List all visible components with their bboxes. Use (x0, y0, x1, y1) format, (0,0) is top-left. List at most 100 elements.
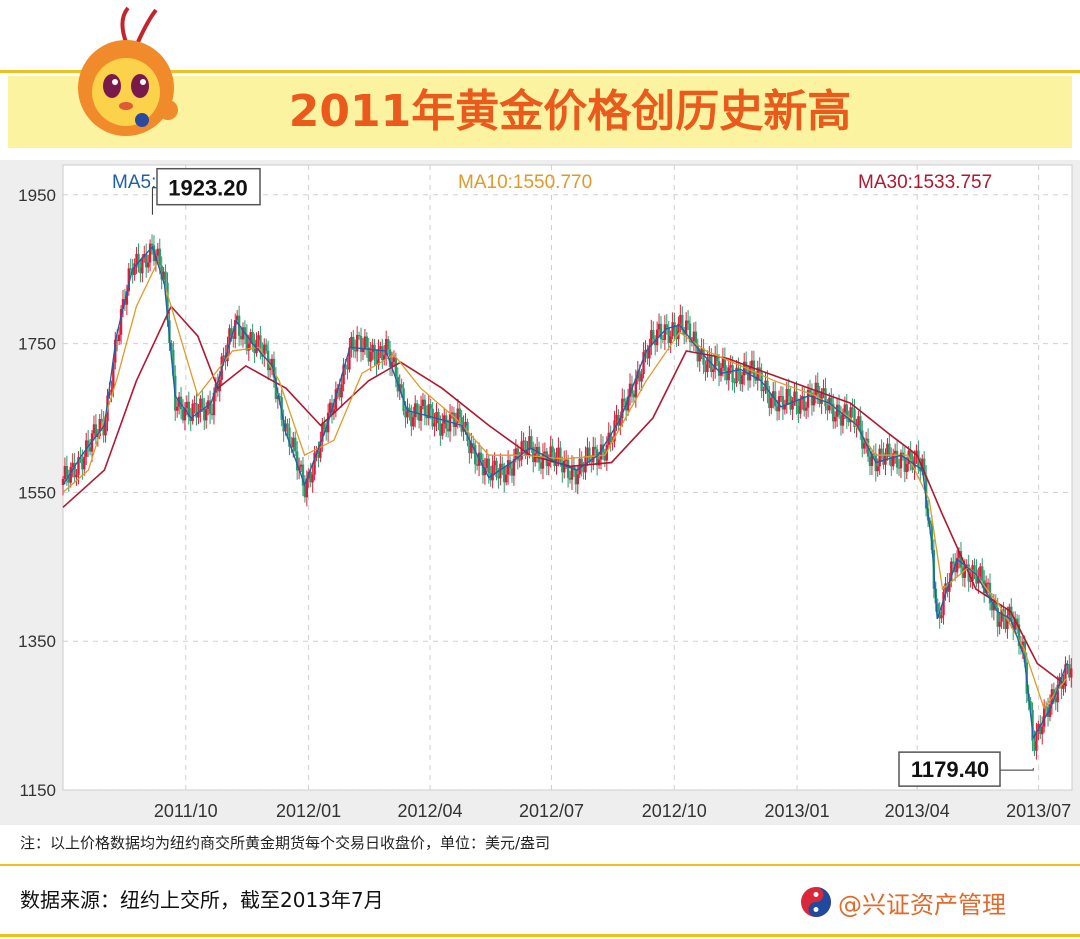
candle-body (491, 465, 494, 481)
candle-body (294, 437, 297, 452)
candle-body (950, 561, 953, 583)
candle-body (893, 450, 897, 454)
candle-body (735, 367, 738, 384)
candle-body (369, 352, 372, 362)
y-tick-label: 1550 (18, 483, 56, 502)
candle-body (278, 396, 281, 398)
candle-body (425, 415, 429, 419)
candle-body (748, 366, 752, 381)
candle-body (305, 478, 309, 498)
candle-body (131, 268, 134, 275)
candle-body (1021, 641, 1025, 649)
candle-body (530, 436, 533, 447)
candle-body (164, 271, 167, 283)
gold-price-chart: 1150 1350 1550 1750 1950 2011/10 2012/01 2012/0… (18, 164, 1073, 821)
candle-body (367, 347, 370, 362)
candle-body (69, 466, 72, 483)
candle-body (383, 355, 386, 361)
candle-body (274, 377, 278, 399)
candle-body (981, 566, 984, 581)
candle-body (265, 344, 268, 351)
candle-body (727, 367, 730, 381)
candle-body (599, 444, 603, 460)
candle-body (472, 443, 475, 446)
bottom-rule (0, 934, 1080, 937)
candle-body (334, 389, 338, 410)
candle-body (632, 393, 636, 398)
candle-body (1000, 609, 1003, 622)
candle-body (75, 474, 78, 478)
candle-body (323, 423, 326, 430)
candle-body (743, 361, 746, 376)
candle-body (781, 396, 785, 410)
candle-body (806, 389, 810, 408)
candle-body (623, 398, 626, 402)
candle-body (172, 349, 175, 376)
candle-body (201, 398, 204, 408)
x-tick-label: 2012/04 (397, 801, 462, 821)
candle-body (741, 375, 744, 385)
candle-body (501, 463, 504, 468)
candle-body (487, 458, 490, 474)
candle-body (404, 411, 407, 418)
swirl-logo-icon (801, 887, 831, 917)
candle-body (499, 463, 502, 479)
candle-body (779, 396, 783, 398)
candle-body (65, 465, 69, 478)
candle-body (1004, 618, 1007, 629)
candle-body (115, 339, 119, 342)
candle-body (847, 418, 850, 423)
candle-body (1017, 624, 1021, 647)
candle-body (642, 351, 645, 375)
candle-body (317, 451, 320, 458)
candle-body (684, 320, 688, 335)
candle-body (810, 392, 814, 406)
candle-body (952, 561, 955, 564)
candle-body (313, 452, 316, 475)
x-tick-label: 2013/04 (885, 801, 950, 821)
y-tick-label: 1750 (18, 335, 56, 354)
candle-body (441, 423, 444, 436)
candle-body (377, 348, 380, 365)
candle-body (73, 462, 76, 478)
candle-body (1037, 723, 1040, 732)
candle-body (659, 323, 663, 339)
candle-body (804, 407, 808, 411)
annotation-leader (1000, 768, 1034, 771)
candle-body (284, 423, 287, 432)
candle-body (520, 441, 523, 460)
candle-body (822, 388, 825, 392)
candle-body (667, 327, 670, 344)
candle-body (388, 349, 392, 367)
candle-body (110, 389, 113, 393)
candle-body (851, 407, 854, 410)
candle-body (230, 328, 233, 337)
candle-body (346, 367, 349, 370)
candle-body (853, 409, 856, 428)
candle-body (948, 582, 951, 592)
candle-body (785, 388, 788, 405)
candle-body (479, 452, 483, 460)
candle-body (114, 339, 117, 363)
candle-body (301, 464, 305, 486)
candle-body (663, 324, 667, 340)
candle-body (715, 354, 719, 362)
candle-body (868, 456, 872, 466)
candle-body (797, 405, 800, 414)
candle-body (913, 456, 916, 470)
candle-body (112, 362, 115, 390)
candle-body (506, 460, 510, 475)
candle-body (88, 447, 92, 452)
candle-body (63, 465, 67, 479)
candle-body (996, 607, 999, 627)
candle-body (880, 448, 883, 453)
candle-body (646, 350, 649, 359)
candle-body (998, 621, 1001, 627)
candle-body (892, 453, 895, 467)
candle-body (423, 399, 427, 416)
candle-body (1029, 701, 1032, 710)
candle-body (288, 427, 291, 447)
candle-body (731, 365, 734, 383)
candle-body (653, 338, 657, 346)
candle-body (454, 422, 458, 428)
